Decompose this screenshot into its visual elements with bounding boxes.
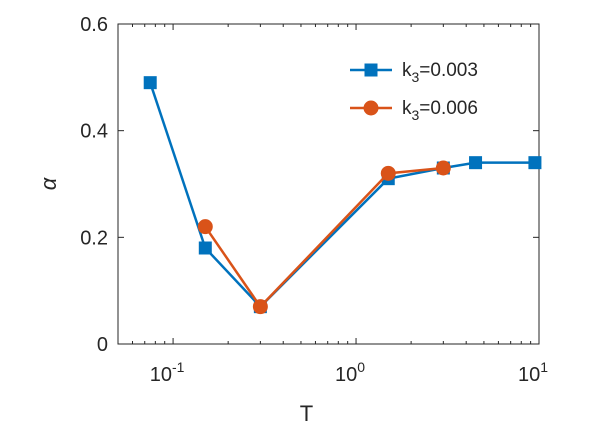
plot-series [143, 76, 542, 315]
legend-label-prefix: k [402, 60, 412, 81]
y-tick-label: 0.6 [80, 14, 108, 36]
x-tick-label-base: 10 [150, 364, 172, 386]
x-tick-label-exponent: 0 [357, 359, 365, 375]
legend-item-2: k3=0.006 [350, 98, 478, 123]
legend-label-prefix: k [402, 98, 412, 119]
data-point [469, 156, 483, 170]
legend-marker [363, 100, 379, 116]
x-tick-label: 101 [518, 359, 548, 386]
plot-frame [117, 23, 540, 345]
x-axis-label: T [300, 401, 313, 426]
data-point [143, 76, 157, 90]
data-point [380, 165, 396, 181]
data-point [197, 219, 213, 235]
data-point [252, 299, 268, 315]
x-tick-label-base: 10 [335, 364, 357, 386]
x-tick-label: 10-1 [150, 359, 185, 386]
y-axis-label: α [36, 176, 61, 190]
data-point [198, 241, 212, 255]
x-tick-label-exponent: 1 [540, 359, 548, 375]
legend-marker [364, 63, 378, 77]
y-tick-label: 0 [97, 334, 108, 356]
x-tick-label-base: 10 [518, 364, 540, 386]
legend-label-subscript: 3 [412, 107, 420, 123]
legend-label-suffix: =0.003 [419, 60, 478, 81]
series-line [204, 166, 444, 309]
x-tick-label: 100 [335, 359, 365, 386]
data-point [435, 160, 451, 176]
legend-label: k3=0.006 [402, 98, 478, 123]
y-tick-label: 0.4 [80, 121, 108, 143]
legend-label: k3=0.003 [402, 60, 478, 85]
legend-label-subscript: 3 [412, 69, 420, 85]
series-2 [197, 160, 451, 315]
data-point [528, 156, 542, 170]
legend-item-1: k3=0.003 [350, 60, 478, 85]
x-tick-label-exponent: -1 [172, 359, 185, 375]
y-tick-label: 0.2 [80, 227, 108, 249]
legend-label-suffix: =0.006 [419, 98, 478, 119]
